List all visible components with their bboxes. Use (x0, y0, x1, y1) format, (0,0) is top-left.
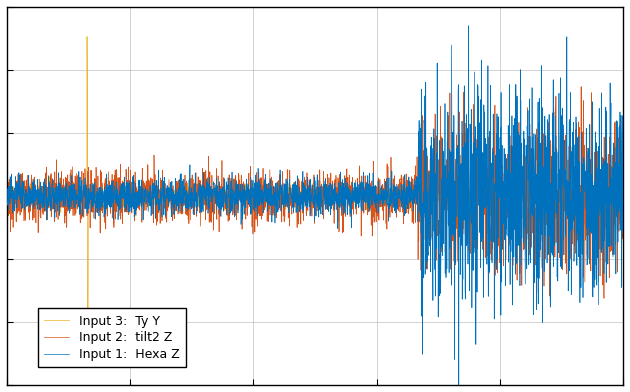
Input 3:  Ty Y: (342, 0.0098): Ty Y: (342, 0.0098) (74, 192, 81, 197)
Input 1:  Hexa Z: (2.94e+03, -0.0581): Hexa Z: (2.94e+03, -0.0581) (607, 201, 615, 206)
Input 3:  Ty Y: (1.15e+03, -0.0256): Ty Y: (1.15e+03, -0.0256) (240, 197, 248, 201)
Input 2:  tilt2 Z: (342, -0.103): tilt2 Z: (342, -0.103) (74, 207, 81, 211)
Line: Input 1:  Hexa Z: Input 1: Hexa Z (7, 26, 623, 389)
Legend: Input 3:  Ty Y, Input 2:  tilt2 Z, Input 1:  Hexa Z: Input 3: Ty Y, Input 2: tilt2 Z, Input 1… (38, 309, 186, 367)
Line: Input 3:  Ty Y: Input 3: Ty Y (7, 37, 623, 322)
Input 1:  Hexa Z: (1.28e+03, -0.0542): Hexa Z: (1.28e+03, -0.0542) (266, 200, 273, 205)
Input 3:  Ty Y: (3e+03, -0.00466): Ty Y: (3e+03, -0.00466) (619, 194, 627, 199)
Input 1:  Hexa Z: (2.25e+03, 1.35): Hexa Z: (2.25e+03, 1.35) (465, 24, 472, 28)
Input 3:  Ty Y: (2.94e+03, 0.0192): Ty Y: (2.94e+03, 0.0192) (607, 191, 615, 196)
Input 2:  tilt2 Z: (1.28e+03, 0.209): tilt2 Z: (1.28e+03, 0.209) (266, 167, 273, 172)
Input 1:  Hexa Z: (2.2e+03, -1.53): Hexa Z: (2.2e+03, -1.53) (455, 387, 462, 392)
Input 3:  Ty Y: (390, 1.26): Ty Y: (390, 1.26) (83, 34, 91, 39)
Input 1:  Hexa Z: (520, -0.0244): Hexa Z: (520, -0.0244) (110, 197, 118, 201)
Input 1:  Hexa Z: (0, -0.078): Hexa Z: (0, -0.078) (3, 203, 11, 208)
Input 1:  Hexa Z: (1.15e+03, 0.0481): Hexa Z: (1.15e+03, 0.0481) (239, 188, 247, 192)
Input 1:  Hexa Z: (2.62e+03, 0.634): Hexa Z: (2.62e+03, 0.634) (541, 114, 549, 118)
Input 3:  Ty Y: (0, 0.0199): Ty Y: (0, 0.0199) (3, 191, 11, 196)
Input 2:  tilt2 Z: (1.15e+03, -0.00604): tilt2 Z: (1.15e+03, -0.00604) (239, 194, 247, 199)
Input 2:  tilt2 Z: (3e+03, -0.328): tilt2 Z: (3e+03, -0.328) (619, 235, 627, 240)
Input 3:  Ty Y: (1.28e+03, 0.0283): Ty Y: (1.28e+03, 0.0283) (266, 190, 274, 195)
Input 2:  tilt2 Z: (2.62e+03, -0.0913): tilt2 Z: (2.62e+03, -0.0913) (541, 205, 548, 210)
Line: Input 2:  tilt2 Z: Input 2: tilt2 Z (7, 87, 623, 298)
Input 3:  Ty Y: (522, -0.0265): Ty Y: (522, -0.0265) (110, 197, 118, 202)
Input 2:  tilt2 Z: (2.8e+03, 0.868): tilt2 Z: (2.8e+03, 0.868) (577, 84, 585, 89)
Input 3:  Ty Y: (394, -1): Ty Y: (394, -1) (84, 320, 91, 325)
Input 2:  tilt2 Z: (2.94e+03, 0.000311): tilt2 Z: (2.94e+03, 0.000311) (607, 194, 615, 198)
Input 3:  Ty Y: (2.62e+03, 0.0437): Ty Y: (2.62e+03, 0.0437) (541, 188, 549, 193)
Input 2:  tilt2 Z: (2.91e+03, -0.812): tilt2 Z: (2.91e+03, -0.812) (600, 296, 608, 301)
Input 1:  Hexa Z: (3e+03, 0.32): Hexa Z: (3e+03, 0.32) (619, 153, 627, 158)
Input 1:  Hexa Z: (342, -0.0101): Hexa Z: (342, -0.0101) (74, 195, 81, 200)
Input 2:  tilt2 Z: (0, -0.191): tilt2 Z: (0, -0.191) (3, 218, 11, 222)
Input 2:  tilt2 Z: (520, 0.0503): tilt2 Z: (520, 0.0503) (110, 187, 118, 192)
